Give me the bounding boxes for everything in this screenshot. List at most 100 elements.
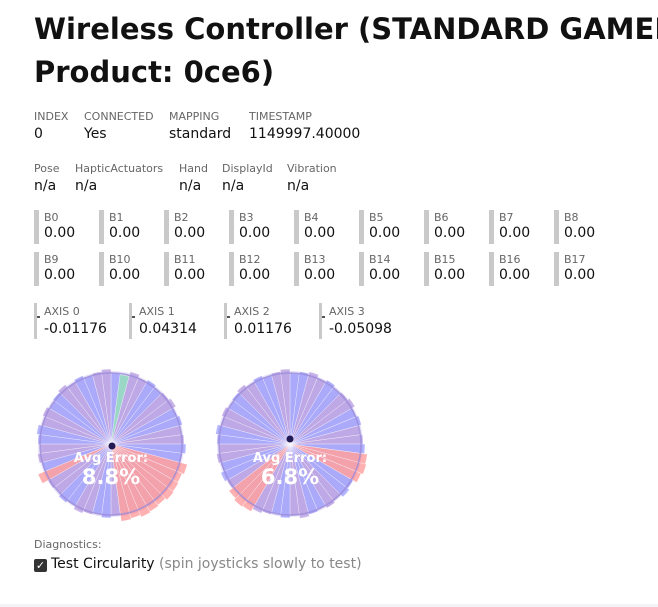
gamepad-button-14: B14 0.00 bbox=[359, 252, 415, 286]
button-label: B1 bbox=[109, 211, 124, 224]
circularity-wedge bbox=[42, 406, 112, 445]
connected-value: Yes bbox=[84, 126, 107, 142]
button-value: 0.00 bbox=[109, 225, 141, 241]
axis-2-label: AXIS 2 bbox=[234, 305, 270, 318]
circularity-wedge bbox=[110, 379, 157, 445]
button-label: B5 bbox=[369, 211, 384, 224]
button-value: 0.00 bbox=[564, 267, 596, 283]
button-label: B10 bbox=[109, 253, 131, 266]
axis-1-value: 0.04314 bbox=[139, 321, 197, 337]
axis-tick bbox=[322, 316, 325, 318]
gamepad-title: Wireless Controller (STANDARD GAMEPAD Ve… bbox=[34, 8, 658, 94]
circularity-wedge bbox=[221, 406, 291, 445]
mapping-value: standard bbox=[169, 126, 232, 142]
left-stick-circularity: Avg Error: 8.8% bbox=[30, 363, 192, 525]
button-value: 0.00 bbox=[304, 225, 336, 241]
gamepad-button-5: B5 0.00 bbox=[359, 210, 415, 244]
button-value: 0.00 bbox=[369, 225, 401, 241]
title-line2: Product: 0ce6) bbox=[34, 55, 275, 89]
displayid-label: DisplayId bbox=[222, 162, 273, 175]
axis-2: AXIS 2 0.01176 bbox=[224, 303, 314, 339]
mapping-label: MAPPING bbox=[169, 110, 220, 123]
gamepad-button-4: B4 0.00 bbox=[294, 210, 350, 244]
button-label: B14 bbox=[369, 253, 391, 266]
button-value: 0.00 bbox=[239, 267, 271, 283]
haptic-field: HapticActuators n/a bbox=[75, 162, 163, 196]
stick-outline-circle bbox=[39, 372, 183, 516]
vibration-label: Vibration bbox=[287, 162, 337, 175]
circularity-wedge bbox=[279, 368, 291, 445]
circularity-wedge bbox=[289, 371, 319, 445]
gamepad-button-15: B15 0.00 bbox=[424, 252, 480, 286]
gamepad-button-1: B1 0.00 bbox=[99, 210, 155, 244]
right-stick-circularity: Avg Error: 6.8% bbox=[209, 363, 371, 525]
mapping-field: MAPPING standard bbox=[169, 110, 231, 144]
circularity-wedge bbox=[236, 384, 291, 445]
timestamp-label: TIMESTAMP bbox=[249, 110, 312, 123]
circularity-wedge bbox=[100, 368, 112, 445]
diagnostics-label: Diagnostics: bbox=[34, 538, 102, 551]
circularity-wedge bbox=[110, 443, 188, 475]
gamepad-button-10: B10 0.00 bbox=[99, 252, 155, 286]
button-label: B4 bbox=[304, 211, 319, 224]
circularity-wedge bbox=[58, 443, 112, 503]
circularity-wedge bbox=[289, 443, 367, 475]
circularity-wedge bbox=[228, 443, 291, 499]
gamepad-button-0: B0 0.00 bbox=[34, 210, 90, 244]
axis-3-label: AXIS 3 bbox=[329, 305, 365, 318]
button-value: 0.00 bbox=[499, 267, 531, 283]
circularity-wedge bbox=[37, 443, 112, 464]
index-field: INDEX 0 bbox=[34, 110, 68, 144]
button-label: B9 bbox=[44, 253, 59, 266]
gamepad-button-16: B16 0.00 bbox=[489, 252, 545, 286]
circularity-wedge bbox=[289, 415, 362, 445]
button-value: 0.00 bbox=[564, 225, 596, 241]
stick-position-dot bbox=[286, 435, 294, 443]
button-label: B0 bbox=[44, 211, 59, 224]
button-label: B17 bbox=[564, 253, 586, 266]
circularity-wedge bbox=[57, 384, 112, 445]
axis-0-label: AXIS 0 bbox=[44, 305, 80, 318]
vibration-value: n/a bbox=[287, 178, 310, 194]
button-value: 0.00 bbox=[174, 267, 206, 283]
circularity-wedge bbox=[110, 443, 132, 522]
button-value: 0.00 bbox=[44, 267, 76, 283]
button-value: 0.00 bbox=[109, 267, 141, 283]
button-value: 0.00 bbox=[239, 225, 271, 241]
gamepad-button-3: B3 0.00 bbox=[229, 210, 285, 244]
circularity-wedge bbox=[216, 443, 291, 464]
button-label: B8 bbox=[564, 211, 579, 224]
axis-0: AXIS 0 -0.01176 bbox=[34, 303, 124, 339]
circularity-wedge bbox=[289, 443, 350, 498]
circularity-wedge bbox=[289, 379, 336, 445]
diagnostics: Diagnostics: ✓ Test Circularity (spin joy… bbox=[34, 538, 362, 572]
button-label: B16 bbox=[499, 253, 521, 266]
stick-position-dot bbox=[108, 442, 116, 450]
circularity-wedge bbox=[110, 443, 174, 501]
circularity-wedge bbox=[73, 375, 112, 445]
pose-label: Pose bbox=[34, 162, 60, 175]
avg-error-label: Avg Error: bbox=[74, 451, 148, 466]
stick-outline-circle bbox=[218, 372, 362, 516]
avg-error-label: Avg Error: bbox=[253, 451, 327, 466]
index-label: INDEX bbox=[34, 110, 69, 123]
gamepad-button-2: B2 0.00 bbox=[164, 210, 220, 244]
axis-tick bbox=[37, 316, 40, 318]
circularity-wedge bbox=[233, 443, 291, 507]
gamepad-button-7: B7 0.00 bbox=[489, 210, 545, 244]
gamepad-button-6: B6 0.00 bbox=[424, 210, 480, 244]
circularity-wedge bbox=[37, 443, 112, 484]
button-value: 0.00 bbox=[174, 225, 206, 241]
circularity-wedge bbox=[110, 398, 177, 445]
test-circularity-checkbox[interactable]: ✓ bbox=[34, 559, 47, 572]
test-circularity-toggle[interactable]: ✓ Test Circularity (spin joysticks slowly… bbox=[34, 554, 362, 574]
title-line1: Wireless Controller (STANDARD GAMEPAD Ve… bbox=[34, 12, 658, 46]
gamepad-button-17: B17 0.00 bbox=[554, 252, 610, 286]
axis-3: AXIS 3 -0.05098 bbox=[319, 303, 409, 339]
axis-1: AXIS 1 0.04314 bbox=[129, 303, 219, 339]
gamepad-button-8: B8 0.00 bbox=[554, 210, 610, 244]
axis-3-value: -0.05098 bbox=[329, 321, 392, 337]
button-value: 0.00 bbox=[369, 267, 401, 283]
gamepad-button-9: B9 0.00 bbox=[34, 252, 90, 286]
